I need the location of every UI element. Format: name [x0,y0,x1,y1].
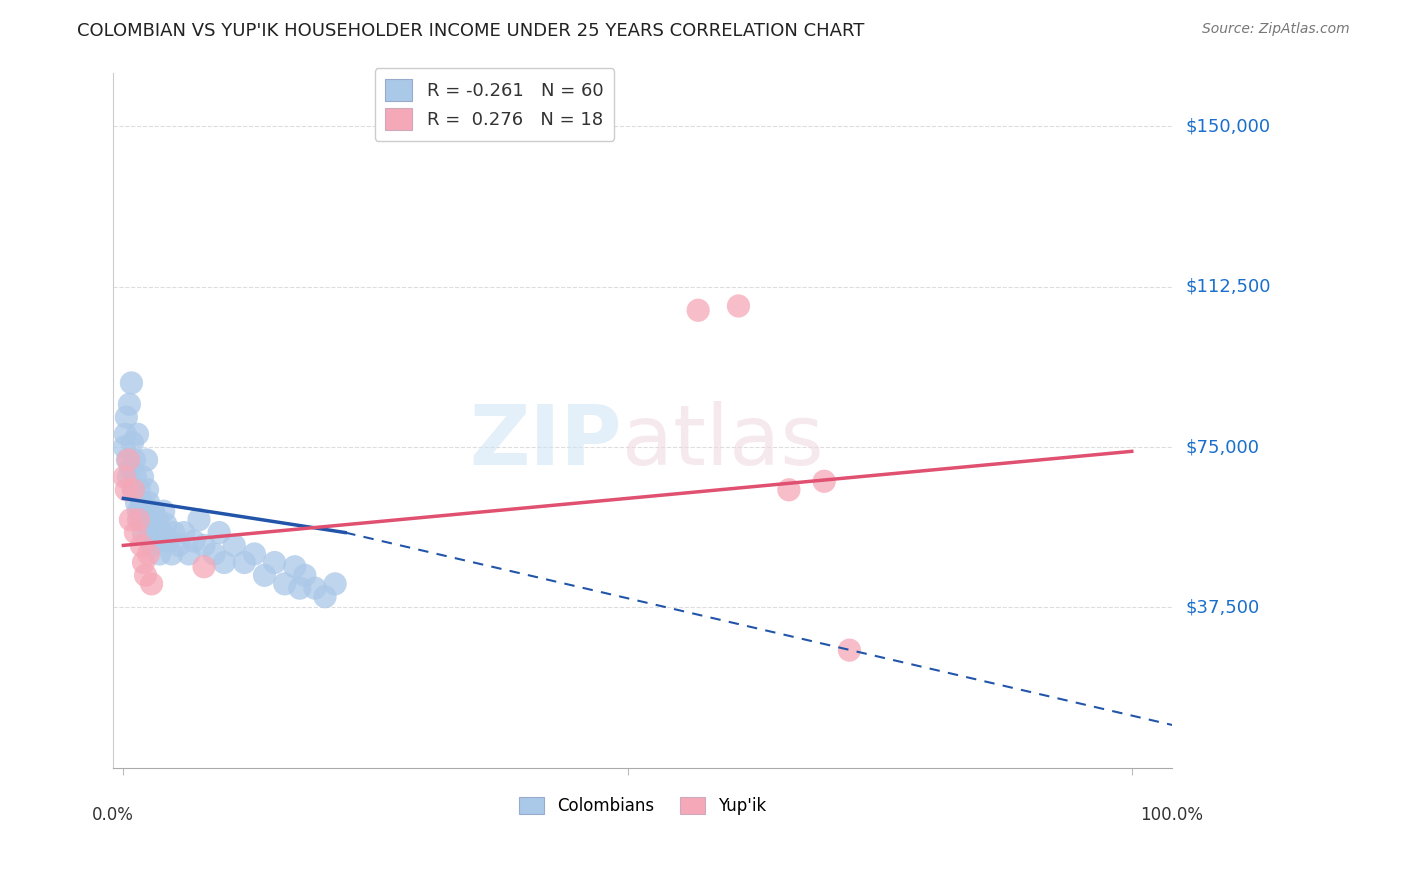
Point [127,513,149,527]
Point [688,303,710,318]
Point [149,547,172,561]
Point [135,513,157,527]
Point [114,427,136,442]
Point [135,453,157,467]
Point [157,534,180,549]
Point [138,525,160,540]
Point [727,299,749,313]
Point [125,495,148,509]
Point [263,556,285,570]
Point [134,504,156,518]
Point [304,581,326,595]
Point [224,538,246,552]
Point [112,470,135,484]
Point [146,513,169,527]
Point [115,410,138,425]
Point [115,483,138,497]
Point [132,556,155,570]
Point [193,559,215,574]
Point [163,525,186,540]
Point [212,556,235,570]
Point [124,525,146,540]
Point [128,483,150,497]
Point [145,534,167,549]
Text: Source: ZipAtlas.com: Source: ZipAtlas.com [1202,22,1350,37]
Point [127,427,149,442]
Point [778,483,800,497]
Point [202,547,225,561]
Point [132,525,155,540]
Point [314,590,336,604]
Point [177,547,200,561]
Point [288,581,311,595]
Point [120,376,142,390]
Point [129,513,152,527]
Point [131,495,153,509]
Text: $112,500: $112,500 [1187,277,1271,296]
Point [323,577,346,591]
Point [136,483,159,497]
Text: 0.0%: 0.0% [93,805,134,824]
Point [138,495,160,509]
Point [273,577,295,591]
Point [233,556,256,570]
Point [150,525,173,540]
Point [117,453,139,467]
Text: ZIP: ZIP [470,401,621,482]
Text: COLOMBIAN VS YUP'IK HOUSEHOLDER INCOME UNDER 25 YEARS CORRELATION CHART: COLOMBIAN VS YUP'IK HOUSEHOLDER INCOME U… [77,22,865,40]
Point [131,538,153,552]
Point [138,547,160,561]
Point [193,538,215,552]
Point [131,470,153,484]
Point [117,453,139,467]
Point [152,504,174,518]
Point [124,453,146,467]
Point [294,568,316,582]
Point [118,397,141,411]
Text: $75,000: $75,000 [1187,438,1260,456]
Point [142,504,165,518]
Point [183,534,205,549]
Point [127,504,149,518]
Point [120,461,142,475]
Point [120,513,142,527]
Point [167,538,190,552]
Point [121,435,143,450]
Text: $150,000: $150,000 [1187,118,1271,136]
Point [117,470,139,484]
Point [243,547,266,561]
Point [122,483,145,497]
Point [135,568,157,582]
Point [284,559,307,574]
Point [141,577,163,591]
Text: atlas: atlas [621,401,824,482]
Point [838,643,860,657]
Point [141,538,163,552]
Point [124,470,146,484]
Point [155,516,177,531]
Point [122,483,145,497]
Text: 100.0%: 100.0% [1140,805,1204,824]
Point [813,475,835,489]
Text: $37,500: $37,500 [1187,599,1260,616]
Point [188,513,211,527]
Point [142,525,165,540]
Point [112,440,135,454]
Legend: Colombians, Yup'ik: Colombians, Yup'ik [513,790,773,822]
Point [173,525,195,540]
Point [253,568,276,582]
Point [139,513,162,527]
Point [208,525,231,540]
Point [160,547,183,561]
